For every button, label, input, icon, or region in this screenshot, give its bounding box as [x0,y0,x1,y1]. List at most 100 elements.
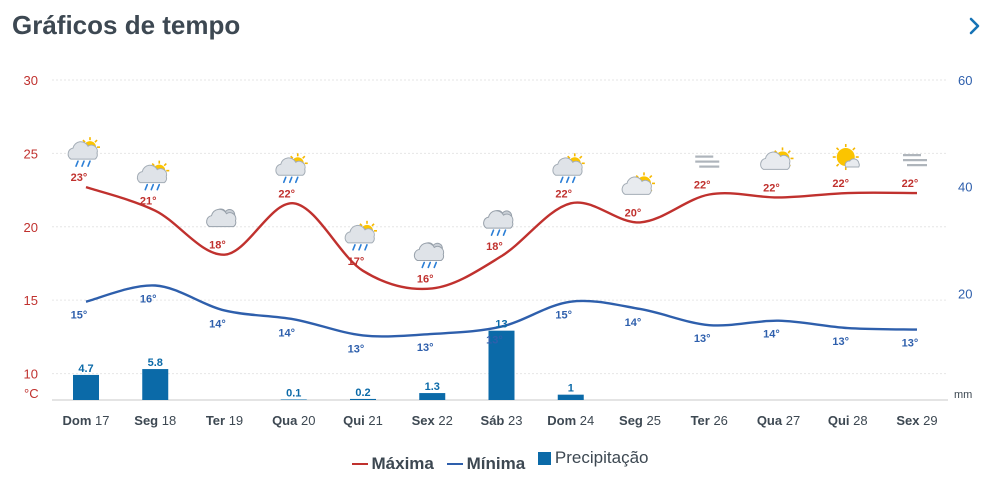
precip-label: 0.1 [286,387,301,399]
x-tick-dow: Ter [691,413,710,428]
precip-bar [419,393,446,400]
precip-label: 5.8 [148,357,163,369]
weather-chart: 10 15 20 25 30 20 40 60 °C mm 4.7 5.8 0.1 0.2 1.3 13 1 2… [24,73,973,428]
legend-min[interactable]: Mínima [446,453,526,474]
x-tick-label: Seg 25 [619,413,661,428]
x-tick-label: Ter 19 [206,413,243,428]
x-tick-dow: Qua [272,413,298,428]
precip-label: 13 [495,319,507,331]
min-temp-label: 13° [417,342,434,354]
min-temp-label: 15° [71,310,88,322]
x-tick-label: Sex 22 [412,413,453,428]
sun-cloud-rain-icon [136,160,170,191]
x-tick-label: Qua 20 [272,413,315,428]
min-temp-label: 13° [348,343,365,355]
x-tick-day: 18 [158,413,176,428]
x-tick-label: Dom 24 [547,413,594,428]
min-temp-label: 14° [625,317,642,329]
min-temp-line [85,284,918,338]
sun-cloud-rain-icon [67,137,100,167]
x-tick-label: Qui 21 [343,413,383,428]
x-tick-day: 25 [643,413,661,428]
legend-min-swatch [446,462,463,465]
x-tick-dow: Qua [757,413,783,428]
fog-icon [903,154,927,167]
x-tick-day: 23 [504,413,522,428]
precip-bar [350,398,376,400]
sun-cloud-rain-icon [552,153,585,184]
y-tick-label: 20 [24,220,38,235]
precip-label: 4.7 [78,363,93,375]
x-tick-day: 24 [576,413,594,428]
min-temp-label: 13° [694,333,711,345]
max-temp-label: 20° [625,207,642,219]
y-unit-label: °C [24,386,39,401]
max-temp-label: 18° [209,240,226,252]
precip-bar [488,330,515,400]
min-temp-label: 14° [209,318,226,330]
min-temp-label: 14° [763,329,780,341]
max-temp-label: 23° [71,172,88,184]
x-tick-dow: Seg [619,413,643,428]
legend-precip[interactable]: Precipitação [537,448,649,468]
y-tick-label: 15 [24,293,38,308]
sun-cloud-icon [621,172,655,195]
max-temp-line [85,186,918,291]
y-tick-label: 10 [24,367,38,382]
y2-tick-label: 20 [958,286,972,301]
x-tick-dow: Ter [206,413,225,428]
max-temp-label: 22° [832,178,849,190]
sun-cloud-rain-icon [344,220,377,251]
x-tick-label: Dom 17 [63,413,110,428]
cloudy-icon [206,208,237,228]
x-tick-label: Ter 26 [691,413,728,428]
x-tick-dow: Qui [828,413,850,428]
legend-min-label: Mínima [466,453,526,473]
precip-label: 1 [568,383,574,395]
min-temp-label: 13° [902,338,919,350]
x-tick-label: Sex 29 [896,413,937,428]
y-tick-label: 30 [24,73,38,88]
max-temp-label: 22° [555,188,572,200]
precip-bar [142,369,169,400]
legend-max-swatch [351,462,368,465]
x-tick-label: Qua 27 [757,413,800,428]
sun-cloud-rain-icon [275,153,308,184]
y-tick-label: 25 [24,146,38,161]
max-temp-label: 22° [278,188,295,200]
y2-tick-label: 60 [958,73,972,88]
legend-max[interactable]: Máxima [351,454,434,474]
precip-bar [73,374,99,400]
cloud-rain-icon [483,210,514,236]
x-tick-day: 27 [782,413,800,428]
precip-bar [280,399,307,400]
precip-bar [557,394,584,400]
x-tick-label: Qui 28 [828,413,868,428]
min-temp-label: 15° [555,310,572,322]
max-temp-label: 17° [348,256,365,268]
cloud-rain-icon [413,242,445,269]
max-temp-label: 22° [763,182,780,194]
x-tick-day: 26 [710,413,728,428]
x-tick-dow: Qui [343,413,365,428]
max-temp-label: 21° [140,196,157,208]
x-tick-dow: Sex [896,413,920,428]
legend-precip-label: Precipitação [554,448,649,467]
max-temp-label: 22° [902,178,919,190]
min-temp-label: 16° [140,294,157,306]
min-temp-label: 14° [278,327,295,339]
x-tick-label: Seg 18 [134,413,176,428]
x-tick-dow: Sex [412,413,436,428]
max-temp-label: 18° [486,241,503,253]
x-tick-label: Sáb 23 [481,413,523,428]
precip-label: 0.2 [355,387,370,399]
x-tick-dow: Dom [547,413,576,428]
y2-unit-label: mm [954,389,972,401]
y2-tick-label: 40 [958,180,972,195]
fog-icon [695,155,720,168]
x-tick-day: 29 [920,413,938,428]
sun-small-cloud-icon [832,144,860,171]
x-tick-day: 21 [365,413,383,428]
chevron-right-icon[interactable] [962,14,986,38]
precip-label: 1.3 [425,381,440,393]
